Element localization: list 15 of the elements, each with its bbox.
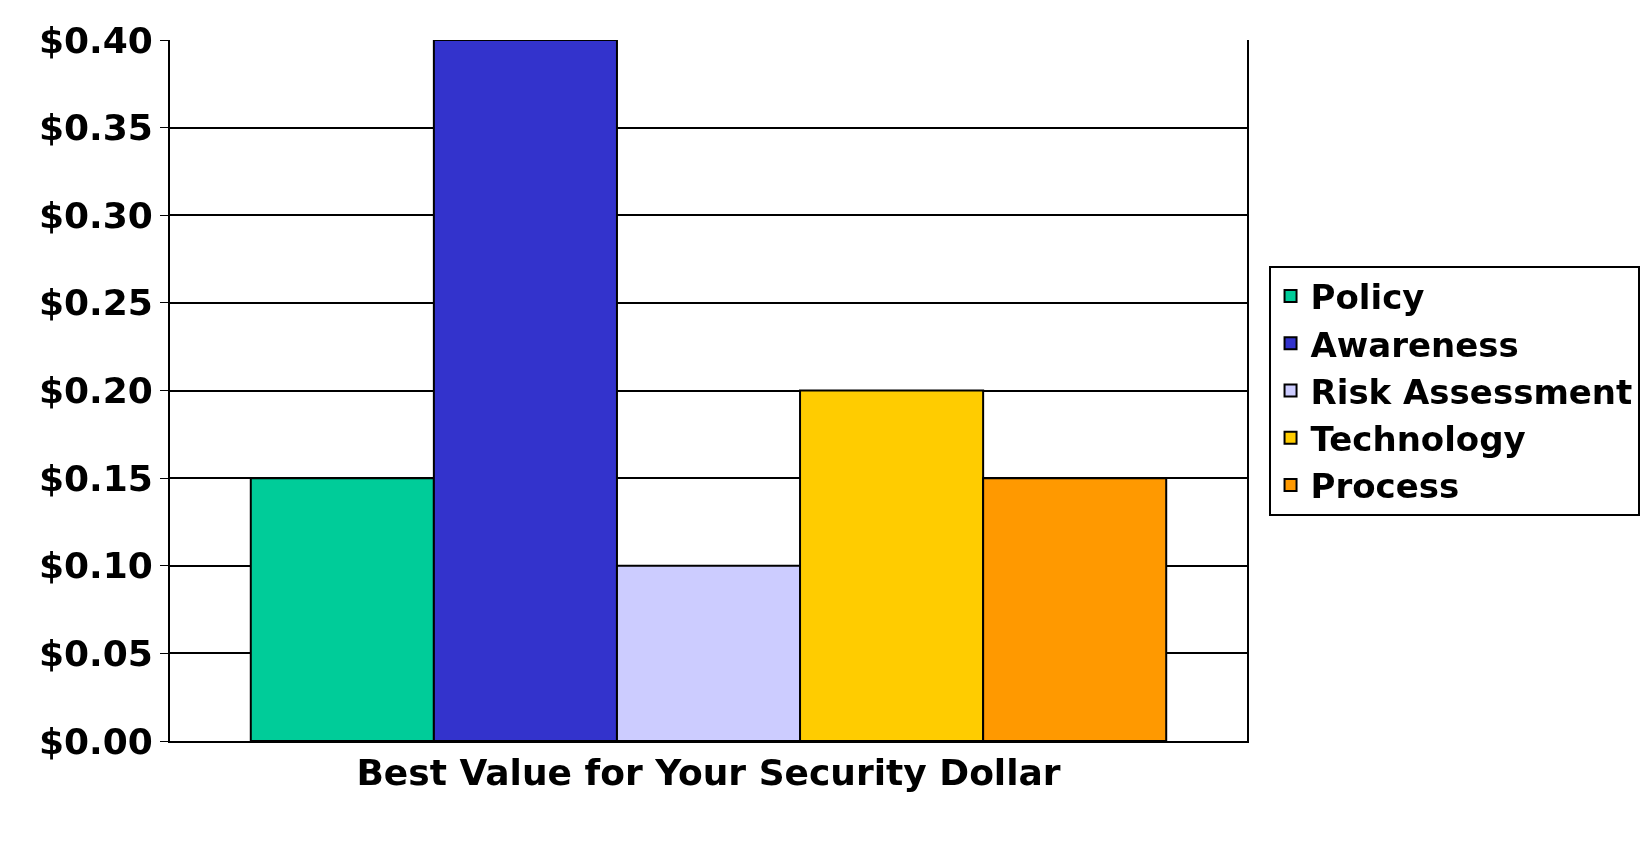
legend-label: Technology: [1310, 418, 1526, 459]
y-tick-label: $0.40: [38, 19, 153, 61]
y-tick-label: $0.10: [38, 545, 153, 587]
y-tick-label: $0.20: [38, 370, 153, 412]
y-tick-label: $0.30: [38, 194, 153, 236]
y-tick-label: $0.15: [38, 457, 153, 499]
x-axis-title: Best Value for Your Security Dollar: [356, 751, 1061, 793]
legend-label: Awareness: [1310, 324, 1519, 365]
legend-label: Risk Assessment: [1310, 371, 1633, 412]
y-tick-label: $0.25: [38, 282, 153, 324]
y-tick-label: $0.00: [38, 720, 153, 762]
legend-label: Process: [1310, 466, 1460, 507]
y-tick-label: $0.05: [38, 632, 153, 674]
y-tick-label: $0.35: [38, 107, 153, 149]
legend-label: Policy: [1310, 277, 1425, 318]
